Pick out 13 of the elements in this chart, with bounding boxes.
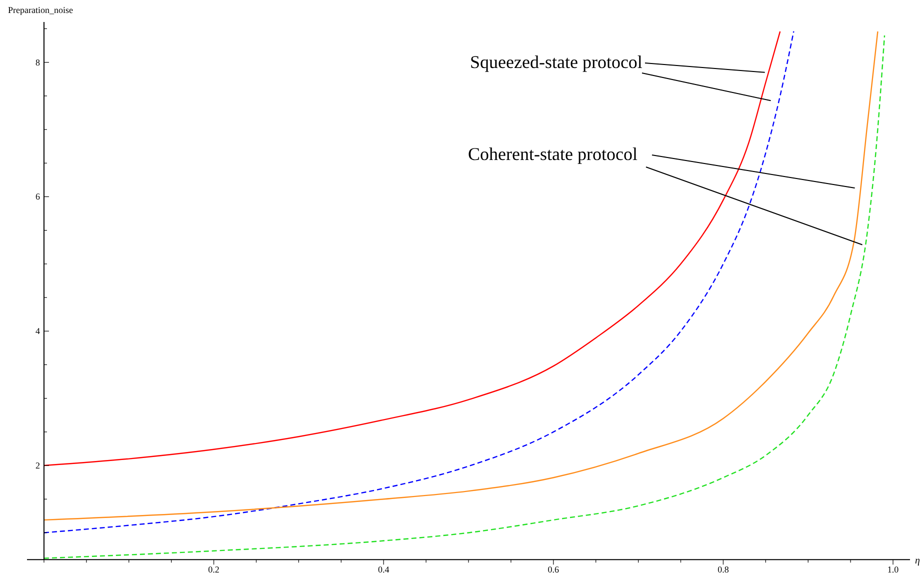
x-tick-label: 0.6 [548,564,560,575]
x-tick-label: 0.4 [378,564,390,575]
x-tick-label: 1.0 [887,564,900,575]
y-tick-label: 8 [35,57,40,68]
annotation: Squeezed-state protocol [470,52,642,72]
y-tick-label: 4 [35,326,40,336]
y-axis-title: Preparation_noise [8,5,73,15]
x-tick-label: 0.2 [208,564,220,575]
y-tick-label: 2 [35,460,40,471]
annotation: Coherent-state protocol [468,144,638,164]
y-tick-label: 6 [35,192,40,202]
x-tick-label: 0.8 [718,564,730,575]
x-axis-title: η [915,556,920,567]
